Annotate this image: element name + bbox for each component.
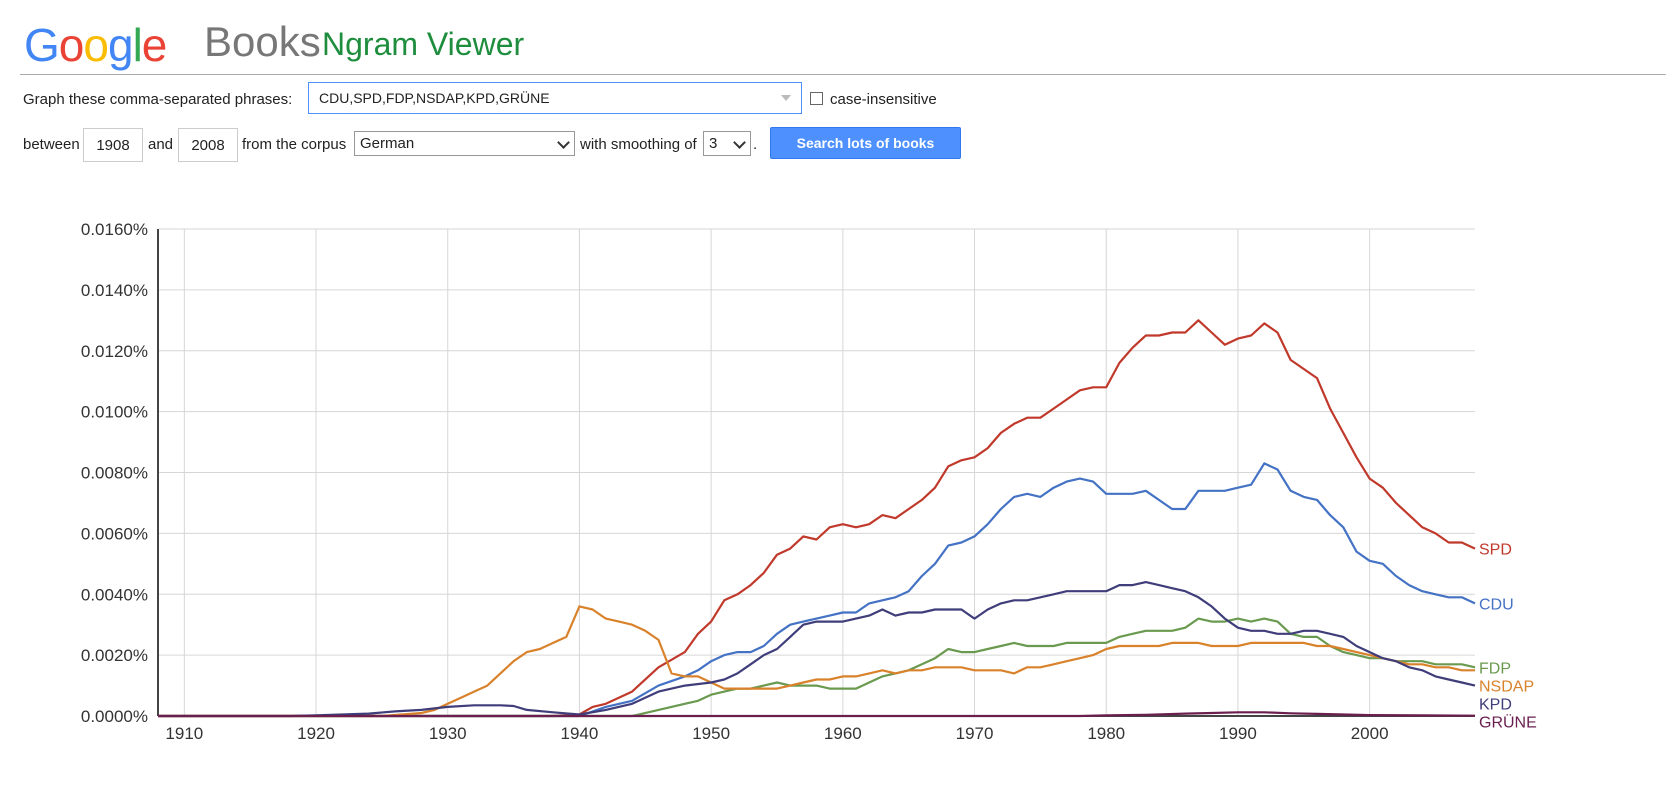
smoothing-select[interactable]: 3 bbox=[703, 131, 751, 156]
x-tick-label: 1960 bbox=[824, 724, 862, 743]
google-logo[interactable]: Google bbox=[24, 18, 168, 72]
x-tick-label: 2000 bbox=[1351, 724, 1389, 743]
x-tick-label: 1910 bbox=[165, 724, 203, 743]
phrases-input-value: CDU,SPD,FDP,NSDAP,KPD,GRÜNE bbox=[319, 90, 550, 106]
series-line-grüne bbox=[158, 711, 1476, 718]
case-insensitive-label[interactable]: case-insensitive bbox=[830, 91, 937, 108]
corpus-select[interactable]: German bbox=[354, 131, 575, 156]
series-line-kpd bbox=[158, 581, 1476, 718]
y-tick-label: 0.0080% bbox=[81, 464, 148, 483]
logo-letter: G bbox=[24, 19, 60, 71]
series-line-cdu bbox=[158, 462, 1476, 718]
case-insensitive-checkbox[interactable] bbox=[810, 92, 823, 105]
dropdown-arrow-icon[interactable] bbox=[781, 95, 791, 101]
chevron-down-icon bbox=[733, 136, 746, 149]
header-divider bbox=[20, 74, 1666, 75]
series-label-cdu: CDU bbox=[1479, 596, 1514, 613]
series-label-kpd: KPD bbox=[1479, 696, 1512, 713]
series-line-spd bbox=[158, 319, 1476, 718]
chevron-down-icon bbox=[557, 136, 570, 149]
series-line-fdp bbox=[158, 617, 1476, 718]
between-label: between bbox=[23, 136, 80, 153]
search-button[interactable]: Search lots of books bbox=[770, 127, 961, 159]
logo-letter: o bbox=[58, 19, 85, 71]
x-tick-label: 1940 bbox=[561, 724, 599, 743]
corpus-select-value: German bbox=[360, 135, 415, 152]
x-tick-label: 1970 bbox=[956, 724, 994, 743]
phrases-input[interactable]: CDU,SPD,FDP,NSDAP,KPD,GRÜNE bbox=[308, 82, 802, 114]
logo-letter: g bbox=[107, 19, 134, 71]
series-label-nsdap: NSDAP bbox=[1479, 678, 1534, 695]
y-tick-label: 0.0060% bbox=[81, 524, 148, 543]
corpus-label: from the corpus bbox=[242, 136, 347, 153]
x-tick-label: 1980 bbox=[1087, 724, 1125, 743]
x-tick-label: 1950 bbox=[692, 724, 730, 743]
y-tick-label: 0.0140% bbox=[81, 281, 148, 300]
smoothing-label: with smoothing of bbox=[580, 136, 697, 153]
x-tick-label: 1920 bbox=[297, 724, 335, 743]
header: Google Books Ngram Viewer bbox=[24, 18, 1666, 74]
y-tick-label: 0.0100% bbox=[81, 403, 148, 422]
phrases-label: Graph these comma-separated phrases: bbox=[23, 91, 293, 108]
series-line-nsdap bbox=[158, 605, 1475, 718]
app-title: Ngram Viewer bbox=[322, 26, 525, 62]
series-label-fdp: FDP bbox=[1479, 660, 1511, 677]
y-tick-label: 0.0020% bbox=[81, 646, 148, 665]
y-tick-label: 0.0120% bbox=[81, 342, 148, 361]
period-text: . bbox=[753, 136, 758, 153]
start-year-input[interactable]: 1908 bbox=[83, 128, 143, 162]
series-label-spd: SPD bbox=[1479, 542, 1512, 559]
logo-letter: e bbox=[141, 19, 168, 71]
smoothing-select-value: 3 bbox=[709, 135, 718, 152]
x-tick-label: 1930 bbox=[429, 724, 467, 743]
series-label-grüne: GRÜNE bbox=[1479, 713, 1537, 731]
and-label: and bbox=[148, 136, 174, 153]
end-year-input[interactable]: 2008 bbox=[178, 128, 238, 162]
y-tick-label: 0.0040% bbox=[81, 585, 148, 604]
y-tick-label: 0.0160% bbox=[81, 220, 148, 239]
x-tick-label: 1990 bbox=[1219, 724, 1257, 743]
ngram-chart: 1910 1920 1930 1940 1950 1960 1970 1980 1990 2000… bbox=[81, 220, 1537, 743]
y-tick-label: 0.0000% bbox=[81, 707, 148, 726]
logo-letter: o bbox=[83, 19, 109, 71]
books-wordmark: Books bbox=[204, 18, 321, 65]
logo-letter: l bbox=[132, 19, 143, 71]
